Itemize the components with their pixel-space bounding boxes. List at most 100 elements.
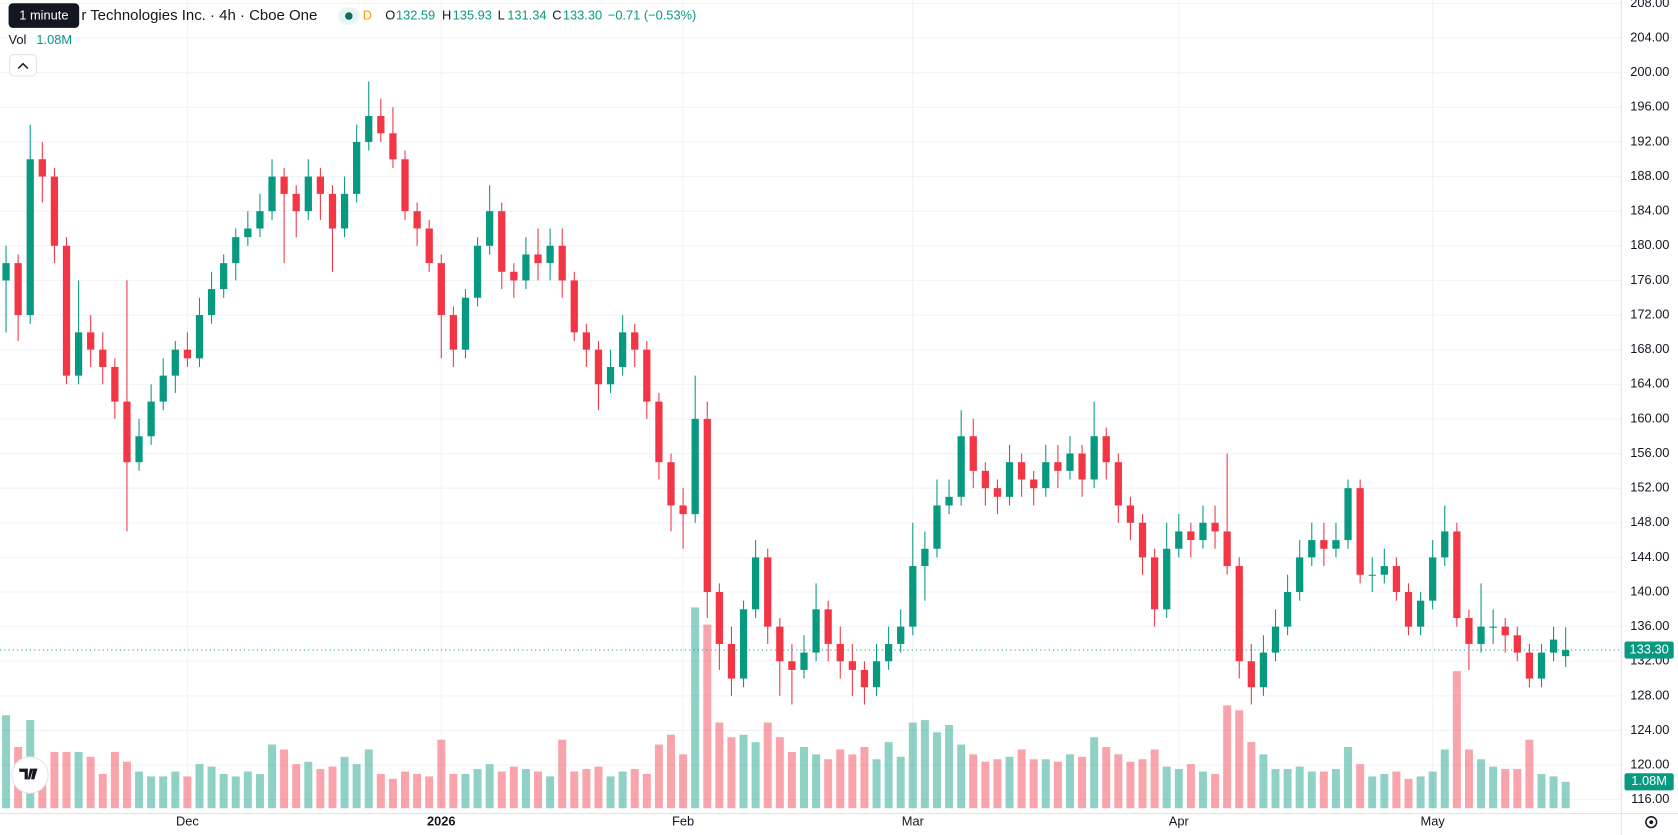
candle-body	[1259, 652, 1268, 688]
candle-body	[933, 505, 941, 549]
volume-bar	[1150, 749, 1159, 809]
ohlc-key: L	[498, 7, 505, 22]
candle-body	[449, 315, 458, 350]
volume-bar	[110, 751, 119, 809]
ohlc-value: 132.59	[396, 7, 435, 22]
tooltip: 1 minute	[19, 7, 68, 22]
candle-body	[1126, 505, 1135, 523]
volume-bar	[376, 773, 385, 809]
volume-bar	[1271, 769, 1280, 809]
volume-bar	[98, 773, 107, 809]
candle-body	[1465, 617, 1473, 644]
candle-body	[1296, 557, 1304, 593]
candle-body	[945, 496, 953, 506]
settings[interactable]	[1645, 816, 1658, 829]
candle-body	[87, 332, 95, 350]
candle-body	[570, 280, 578, 333]
y-tick-label: 180.00	[1630, 237, 1669, 252]
candle-body	[340, 193, 349, 229]
candle-body	[1235, 566, 1243, 662]
candle-body	[1114, 462, 1122, 506]
volume-bar	[582, 769, 591, 809]
y-tick-label: 148.00	[1630, 514, 1669, 529]
volume-bar	[884, 742, 893, 809]
volume-bar	[920, 720, 929, 809]
candle-body	[232, 237, 240, 264]
candle-body	[921, 548, 929, 567]
volume-bar	[715, 722, 724, 809]
symbol-title[interactable]: r Technologies Inc. · 4h · Cboe One	[81, 7, 317, 24]
volume-bar	[219, 773, 228, 809]
candle-body	[1562, 650, 1570, 657]
candle-body	[582, 332, 590, 350]
volume-bar	[860, 747, 869, 809]
volume-bar	[340, 756, 349, 809]
settings-center	[1649, 820, 1654, 825]
candle-body	[1513, 635, 1521, 653]
candle-body	[594, 349, 603, 385]
volume-bar	[1041, 759, 1050, 809]
volume-bar	[1549, 776, 1558, 809]
candle-body	[1271, 626, 1280, 653]
volume-bar	[618, 771, 627, 809]
candle-body	[1356, 488, 1364, 575]
interval-badge: D	[363, 7, 372, 22]
candle-body	[498, 211, 506, 272]
volume-bar	[147, 776, 156, 809]
volume-bar	[1561, 781, 1570, 809]
volume-bar	[1090, 737, 1099, 809]
volume-bar	[570, 771, 579, 809]
candle-body	[2, 263, 10, 281]
y-tick-label: 164.00	[1630, 376, 1669, 391]
volume-bar	[969, 754, 978, 809]
volume-bar	[1307, 771, 1316, 809]
volume-bar	[425, 776, 434, 809]
y-tick-label: 176.00	[1630, 272, 1669, 287]
volume-bar	[1416, 776, 1425, 809]
y-tick-label: 144.00	[1630, 549, 1669, 564]
volume-bar	[1331, 769, 1340, 809]
y-tick-label: 152.00	[1630, 480, 1669, 495]
candle-body	[1537, 652, 1546, 679]
volume-legend: Vol	[9, 32, 27, 47]
candle-body	[473, 245, 482, 298]
volume-bar	[1525, 739, 1534, 809]
volume-bar	[1126, 761, 1135, 809]
candle-body	[776, 626, 784, 662]
volume-bar	[292, 764, 301, 809]
volume-bar	[993, 759, 1002, 809]
candle-body	[727, 643, 736, 679]
volume-bar	[1005, 756, 1014, 809]
volume-bar	[1380, 773, 1389, 809]
candle-body	[872, 661, 881, 688]
candle-body	[74, 332, 83, 376]
collapse-button[interactable]	[9, 54, 37, 77]
candle-body	[1283, 592, 1292, 627]
candle-body	[1404, 592, 1413, 627]
volume-bar	[316, 769, 325, 809]
candle-body	[171, 349, 179, 376]
candle-body	[437, 263, 445, 316]
volume-bar	[1404, 778, 1413, 809]
candle-body	[220, 263, 228, 290]
candle-body	[1416, 600, 1425, 627]
candle-body	[1429, 557, 1437, 601]
candle-body	[389, 133, 397, 160]
volume-bar	[1235, 710, 1244, 809]
volume-bar	[171, 771, 180, 809]
candle-body	[1175, 531, 1183, 549]
volume-bar	[497, 771, 506, 809]
volume-bar	[1440, 749, 1449, 809]
volume-bar	[1078, 756, 1087, 809]
candle-body	[244, 228, 252, 238]
volume-bar	[135, 771, 144, 809]
volume-bar	[2, 715, 11, 809]
candle-body	[510, 271, 518, 281]
collapse-icon	[17, 62, 29, 70]
candle-body	[788, 661, 796, 670]
candle-body	[1078, 453, 1086, 480]
candle-body	[304, 176, 312, 212]
candle-body	[764, 557, 772, 627]
candle-body	[679, 505, 687, 515]
volume-bar	[1138, 759, 1147, 809]
